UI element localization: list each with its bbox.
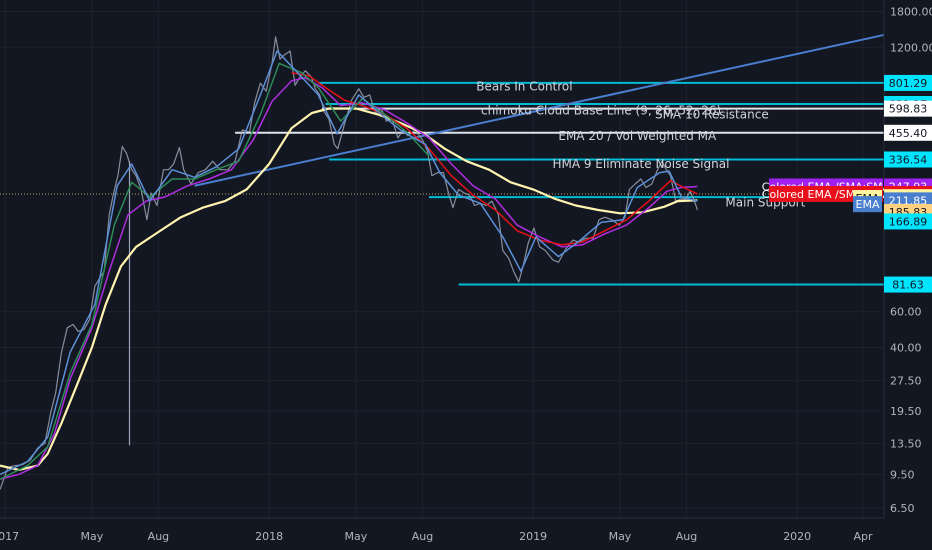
series-layer: [0, 36, 698, 490]
x-tick-label: 2020: [783, 530, 811, 543]
y-tick-label: 40.00: [890, 342, 922, 355]
x-tick-label: 2017: [0, 530, 19, 543]
price-badge: [884, 276, 932, 293]
x-tick-label: May: [80, 530, 103, 543]
annotation-label: HMA 9 Eliminate Noise Signal: [552, 157, 729, 171]
x-tick-label: 2018: [255, 530, 283, 543]
moving-average-line: [0, 62, 430, 480]
x-tick-label: May: [609, 530, 632, 543]
annotation-label: Bears In Control: [476, 80, 572, 94]
y-tick-label: 13.50: [890, 437, 922, 450]
y-tick-label: 19.50: [890, 405, 922, 418]
y-tick-label: 1800.00: [890, 5, 932, 18]
price-badge-label: 598.83: [889, 103, 928, 116]
x-tick-label: Aug: [676, 530, 697, 543]
price-badge: [884, 124, 932, 141]
y-tick-label: 1200.00: [890, 41, 932, 54]
horizontal-levels: [0, 33, 885, 286]
time-axis[interactable]: 2017 May Aug 2018 May Aug 2019 May Aug 2020 Apr: [0, 530, 873, 543]
price-axis[interactable]: 1800.00 1200.00 60.00 40.00 27.50 19.50 13.50 9…: [890, 5, 932, 514]
annotation-label: chimoku Cloud Base Line (9, 26, 52, 26): [481, 104, 721, 118]
price-badge-label: 336.54: [889, 154, 928, 167]
moving-average-line: [0, 50, 698, 476]
y-tick-label: 27.50: [890, 375, 922, 388]
price-badge: [884, 213, 932, 230]
annotation-label: SMA 10 Resistance: [655, 108, 769, 122]
x-tick-label: Apr: [854, 530, 874, 543]
y-tick-label: 6.50: [890, 502, 915, 515]
annotation-label: EMA 20 / Vol Weighted MA: [558, 129, 717, 143]
y-tick-label: 60.00: [890, 306, 922, 319]
moving-average-line: [0, 76, 698, 480]
price-badge: [884, 151, 932, 168]
x-tick-label: Aug: [148, 530, 169, 543]
moving-average-line: [0, 107, 698, 471]
price-badge: [884, 74, 932, 91]
price-badge-label: 455.40: [889, 127, 928, 140]
x-tick-label: May: [345, 530, 368, 543]
price-badge-label: 166.89: [889, 215, 928, 228]
annotations: Bears In Control chimoku Cloud Base Line …: [476, 80, 805, 210]
price-badge-label: 81.63: [892, 279, 924, 292]
price-badge: [853, 196, 882, 213]
price-badge: [884, 100, 932, 117]
price-badge-label: 801.29: [889, 77, 928, 90]
price-badge-label: EMA: [856, 198, 880, 211]
y-tick-label: 9.50: [890, 468, 915, 481]
moving-average-line: [291, 71, 698, 246]
grid: [0, 0, 884, 518]
x-tick-label: Aug: [412, 530, 433, 543]
x-tick-label: 2019: [519, 530, 547, 543]
trend-line: [194, 33, 885, 187]
